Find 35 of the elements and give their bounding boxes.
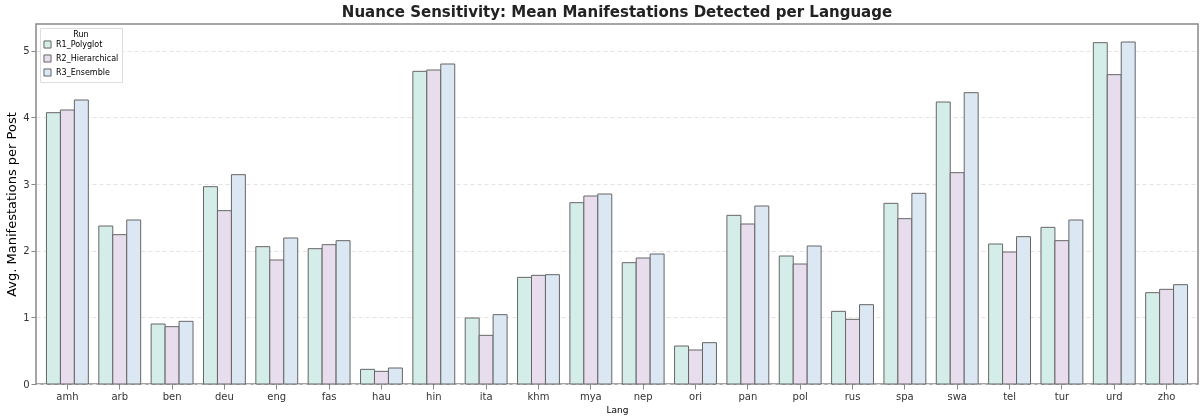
x-tick-label: tel [1003,390,1016,402]
x-tick-label: amh [56,390,79,402]
y-tick-label: 0 [23,378,30,390]
x-tick-label: mya [579,390,602,402]
x-tick-label: eng [267,390,287,402]
x-tick-label: ben [162,390,182,402]
y-tick-label: 4 [23,111,30,123]
x-tick-label: pan [738,390,758,402]
x-tick-label: rus [844,390,861,402]
y-tick-label: 2 [23,245,30,257]
x-axis-title: Lang [606,404,629,415]
legend-label: R3_Ensemble [56,67,110,77]
x-tick-label: fas [321,390,337,402]
x-tick-label: nep [633,390,653,402]
x-tick-label: hin [426,390,442,402]
legend-label: R1_Polyglot [56,39,103,49]
legend-label: R2_Hierarchical [56,53,119,63]
x-tick-label: khm [527,390,550,402]
x-tick-label: pol [792,390,808,402]
x-tick-label: spa [896,390,914,402]
x-tick-label: zho [1157,390,1176,402]
x-tick-label: deu [215,390,234,402]
y-tick-label: 5 [23,45,30,57]
y-tick-label: 3 [23,178,30,190]
x-tick-label: ita [479,390,493,402]
y-tick-label: 1 [23,311,30,323]
x-tick-label: tur [1054,390,1070,402]
x-tick-label: hau [372,390,391,402]
chart-title: Nuance Sensitivity: Mean Manifestations Detected per Language [341,3,893,21]
x-tick-label: ori [689,390,703,402]
x-tick-label: urd [1105,390,1123,402]
legend-title: Run [73,30,89,39]
x-tick-label: arb [111,390,129,402]
y-axis-title: Avg. Manifestations per Post [4,112,20,297]
x-tick-label: swa [947,390,967,402]
